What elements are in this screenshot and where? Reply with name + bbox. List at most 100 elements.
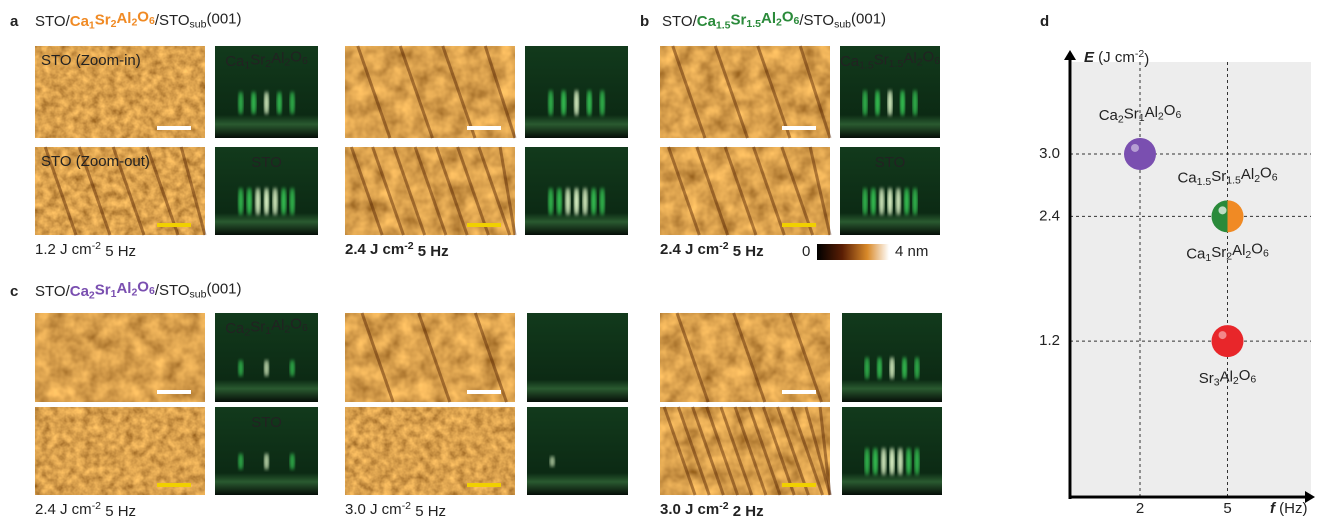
rheed-streak [264, 453, 269, 470]
colorbar [817, 244, 889, 260]
rheed-streak [600, 187, 605, 215]
caption: 1.2 J cm-2 5 Hz [35, 240, 136, 260]
caption: 3.0 J cm-2 2 Hz [660, 500, 764, 519]
caption-text: 2.4 J cm [35, 501, 92, 518]
rheed-streak [238, 187, 243, 215]
rheed-streak [879, 187, 884, 215]
rheed-streak [238, 91, 243, 115]
panel-label: c [10, 283, 18, 300]
rheed-streak [583, 187, 588, 215]
rheed-streak [290, 453, 295, 470]
rheed-label: STO [251, 154, 282, 171]
rheed-streak [875, 90, 880, 116]
caption-sup: -2 [719, 500, 728, 512]
rheed-streak [913, 187, 918, 215]
y-tick-label: 2.4 [1039, 207, 1060, 224]
panel-title: STO/Ca1.5Sr1.5Al2O6/STOsub(001) [662, 8, 886, 31]
rheed-streak [871, 187, 876, 215]
rheed-streak [550, 456, 555, 467]
panel-label: b [640, 13, 649, 30]
rheed-streak [600, 90, 605, 116]
caption-sup: -2 [92, 240, 101, 252]
rheed-streak [277, 91, 282, 115]
rheed-streak [888, 90, 893, 116]
afm-image [35, 313, 205, 402]
title-prefix: STO/ [35, 283, 71, 300]
x-axis-label: f (Hz) [1270, 500, 1308, 517]
title-subscript: sub [190, 18, 207, 30]
rheed-label: STO [875, 154, 906, 171]
rheed-streak [881, 447, 886, 475]
rheed-streak [557, 187, 562, 215]
caption: 2.4 J cm-2 5 Hz [345, 240, 449, 260]
rheed-streak [264, 360, 269, 377]
caption-text: 3.0 J cm [660, 501, 719, 518]
title-suffix: /STO [155, 282, 190, 299]
caption-sup: -2 [404, 240, 413, 252]
caption-rest: 5 Hz [101, 503, 136, 519]
rheed-streak [238, 453, 243, 470]
rheed-streak [898, 447, 903, 475]
rheed-streak [574, 187, 579, 215]
afm-image [35, 407, 205, 495]
rheed-streak [290, 360, 295, 377]
rheed-streak [888, 187, 893, 215]
rheed-streak [238, 360, 243, 377]
scale-bar [467, 390, 501, 394]
title-subscript: sub [190, 288, 207, 300]
rheed-streak [587, 90, 592, 116]
caption-rest: 2 Hz [729, 503, 764, 519]
panel-title: STO/Ca2Sr1Al2O6/STOsub(001) [35, 278, 242, 301]
panel-label: a [10, 13, 19, 30]
afm-image [660, 147, 830, 235]
rheed-streak [548, 90, 553, 116]
rheed-streak [255, 187, 260, 215]
y-axis-sup: -2 [1135, 48, 1144, 60]
rheed-image [527, 407, 628, 495]
x-axis-unit: (Hz) [1275, 500, 1308, 517]
rheed-streak [863, 90, 868, 116]
caption-text: 2.4 J cm [345, 241, 404, 258]
scale-bar [467, 223, 501, 227]
title-suffix: /STO [155, 12, 190, 29]
title-tail: (001) [206, 10, 241, 27]
rheed-label: STO [251, 414, 282, 431]
caption-rest: 5 Hz [101, 243, 136, 260]
y-tick-label: 3.0 [1039, 145, 1060, 162]
caption-rest: 5 Hz [729, 243, 764, 260]
scale-bar [157, 390, 191, 394]
rheed-image [527, 313, 628, 402]
caption-text: 2.4 J cm [660, 241, 719, 258]
point [1124, 138, 1156, 170]
scale-bar [467, 126, 501, 130]
rheed-streak [591, 187, 596, 215]
rheed-streak [913, 90, 918, 116]
rheed-streak [251, 91, 256, 115]
rheed-streak [873, 447, 878, 475]
rheed-streak [574, 90, 579, 116]
rheed-streak [902, 357, 907, 380]
rheed-streak [565, 187, 570, 215]
point-highlight [1219, 331, 1227, 339]
caption: 2.4 J cm-2 5 Hz [35, 500, 136, 519]
rheed-streak [264, 91, 269, 115]
rheed-streak [900, 90, 905, 116]
title-subscript: sub [834, 18, 851, 30]
title-formula: Ca1.5Sr1.5Al2O6 [697, 8, 800, 31]
y-axis-unit: (J cm [1094, 49, 1135, 66]
scale-bar [157, 483, 191, 487]
scale-bar [467, 483, 501, 487]
rheed-streak [896, 187, 901, 215]
panel-label: d [1040, 13, 1049, 30]
rheed-streak [915, 447, 920, 475]
scale-bar [157, 126, 191, 130]
rheed-streak [890, 357, 895, 380]
point-highlight [1219, 206, 1227, 214]
rheed-streak [877, 357, 882, 380]
caption: 3.0 J cm-2 5 Hz [345, 500, 446, 519]
title-tail: (001) [851, 10, 886, 27]
caption-sup: -2 [402, 500, 411, 512]
title-tail: (001) [206, 280, 241, 297]
rheed-streak [865, 447, 870, 475]
title-suffix: /STO [799, 12, 834, 29]
